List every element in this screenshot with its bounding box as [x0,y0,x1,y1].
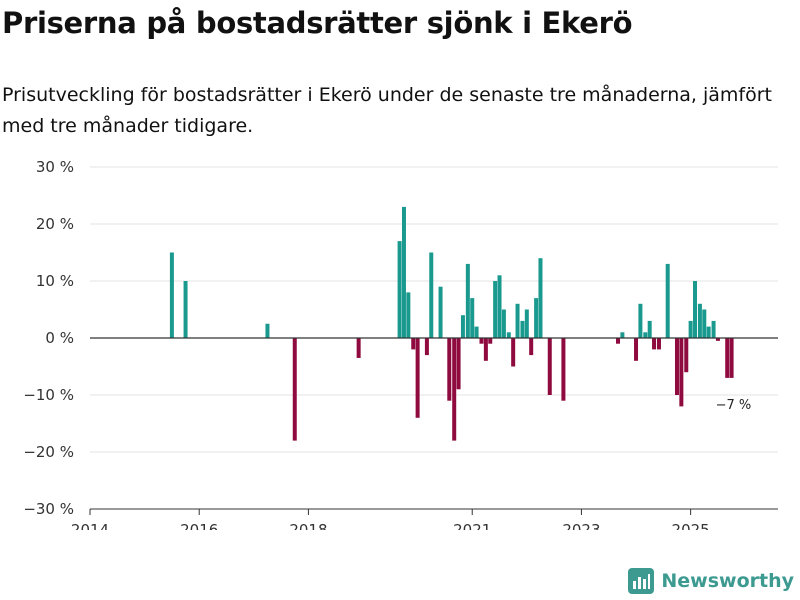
bar [538,258,543,338]
bar [529,338,534,356]
y-tick-label: −20 % [23,443,74,461]
bar [465,263,470,338]
bar [524,309,529,338]
bar [292,338,297,441]
newsworthy-logo-icon [628,568,655,594]
brand-name: Newsworthy [661,570,794,592]
bar [715,338,720,341]
bar [616,338,621,344]
bar [725,338,730,378]
bar [511,338,516,367]
bar [438,286,443,338]
bar [634,338,639,361]
bar [706,326,711,338]
bar [534,298,539,338]
value-annotation: −7 % [716,398,752,413]
bar [684,338,689,373]
axes [89,337,778,515]
y-tick-label: 10 % [36,272,74,290]
bar [561,338,566,401]
y-tick-label: −10 % [23,386,74,404]
bar [729,338,734,378]
bar [647,320,652,338]
bar [515,303,520,338]
bar [697,303,702,338]
bar-chart: 30 % 20 % 10 % 0 % −10 % −20 % −30 % 2014 2016 20… [23,158,778,530]
bar [397,241,402,338]
bar [702,309,707,338]
bar [693,281,698,338]
x-tick-label: 2014 [71,521,109,530]
bar [460,315,465,338]
y-tick-label: 30 % [36,158,74,176]
bar [183,281,188,338]
chart-subtitle: Prisutveckling för bostadsrätter i Ekerö… [2,84,773,137]
bar [688,320,693,338]
bar [452,338,457,441]
bar [674,338,679,395]
bar [652,338,657,350]
bar [665,263,670,338]
bar [620,332,625,338]
bar [488,338,493,344]
bar [415,338,420,418]
brand-logo: Newsworthy [628,568,794,594]
y-tick-label: 0 % [45,329,74,347]
bar [479,338,484,344]
bar [638,303,643,338]
bar [497,275,502,338]
bar [456,338,461,390]
chart-title: Priserna på bostadsrätter sjönk i Ekerö [2,6,633,40]
bar [483,338,488,361]
bar [406,292,411,338]
bar [520,320,525,338]
x-tick-label: 2018 [289,521,327,530]
bar [501,309,506,338]
y-tick-label: 20 % [36,215,74,233]
bar [429,252,434,338]
bar [401,206,406,338]
bar [470,298,475,338]
y-tick-label: −30 % [23,500,74,518]
tick-labels: 30 % 20 % 10 % 0 % −10 % −20 % −30 % 2014 2016 20… [23,158,751,530]
bar [474,326,479,338]
bar [411,338,416,350]
bar [493,281,498,338]
bar [169,252,174,338]
bar [356,338,361,358]
x-tick-label: 2016 [180,521,218,530]
bar [265,323,270,338]
x-tick-label: 2021 [453,521,491,530]
bar [447,338,452,401]
bar [679,338,684,407]
bar [656,338,661,350]
bar [547,338,552,395]
x-tick-label: 2023 [562,521,600,530]
x-tick-label: 2025 [672,521,710,530]
bar [643,332,648,338]
bar [424,338,429,356]
bar [506,332,511,338]
bar [711,320,716,338]
bars [169,206,734,441]
